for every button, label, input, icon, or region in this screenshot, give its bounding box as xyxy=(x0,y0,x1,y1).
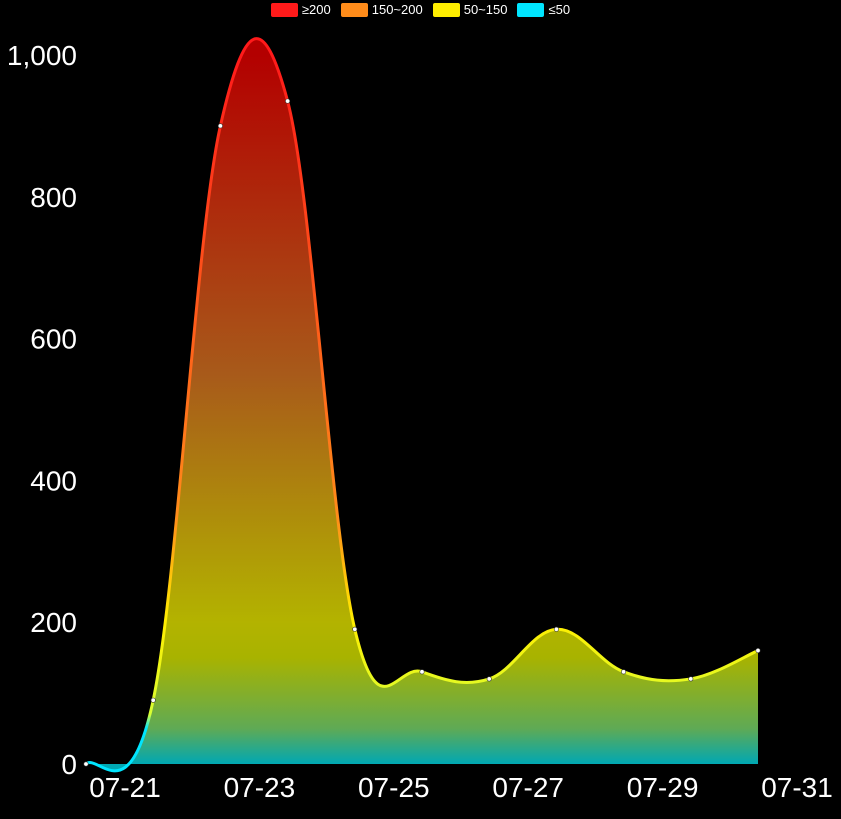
legend-swatch xyxy=(517,2,545,17)
x-tick-label: 07-23 xyxy=(224,772,296,803)
legend-label: 50~150 xyxy=(463,2,508,17)
x-tick-label: 07-31 xyxy=(761,772,833,803)
data-point[interactable] xyxy=(553,626,559,632)
x-tick-label: 07-25 xyxy=(358,772,430,803)
data-point[interactable] xyxy=(486,676,492,682)
x-tick-label: 07-21 xyxy=(89,772,161,803)
legend-label: 150~200 xyxy=(371,2,423,17)
data-point[interactable] xyxy=(352,626,358,632)
legend-item-le50[interactable]: ≤50 xyxy=(517,2,570,17)
legend-item-150-200[interactable]: 150~200 xyxy=(340,2,423,17)
data-point[interactable] xyxy=(150,697,156,703)
y-tick-label: 1,000 xyxy=(7,40,77,71)
legend-label: ≤50 xyxy=(548,2,571,17)
legend-swatch xyxy=(340,2,368,17)
legend: ≥200 150~200 50~150 ≤50 xyxy=(0,2,841,17)
y-tick-label: 0 xyxy=(61,749,77,780)
data-point[interactable] xyxy=(688,676,694,682)
y-tick-label: 800 xyxy=(30,182,77,213)
data-point[interactable] xyxy=(621,669,627,675)
series-area xyxy=(86,38,758,771)
data-point[interactable] xyxy=(419,669,425,675)
legend-item-50-150[interactable]: 50~150 xyxy=(432,2,508,17)
data-point[interactable] xyxy=(285,98,291,104)
legend-swatch xyxy=(432,2,460,17)
x-tick-label: 07-29 xyxy=(627,772,699,803)
legend-label: ≥200 xyxy=(301,2,331,17)
y-tick-label: 200 xyxy=(30,607,77,638)
legend-item-ge200[interactable]: ≥200 xyxy=(270,2,331,17)
y-tick-label: 600 xyxy=(30,324,77,355)
data-point[interactable] xyxy=(83,761,89,767)
data-point[interactable] xyxy=(217,123,223,129)
series-line xyxy=(84,37,759,773)
y-tick-label: 400 xyxy=(30,465,77,496)
legend-swatch xyxy=(270,2,298,17)
x-tick-label: 07-27 xyxy=(492,772,564,803)
data-point[interactable] xyxy=(755,648,761,654)
